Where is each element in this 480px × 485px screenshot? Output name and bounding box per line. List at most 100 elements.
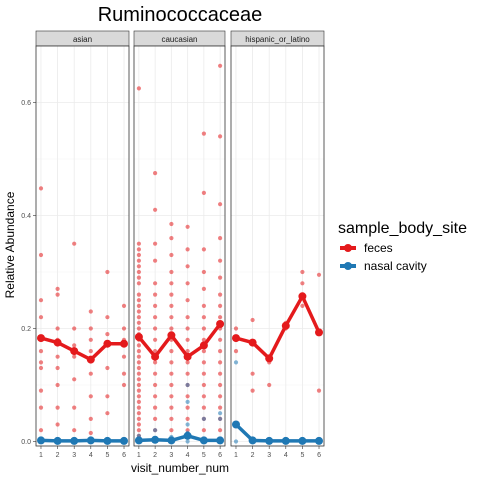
point-feces [169,326,174,331]
point-feces [201,428,206,433]
point-feces [201,405,206,410]
point-feces [88,337,93,342]
point-feces [201,337,206,342]
x-tick-label: 3 [169,452,173,459]
point-feces [136,422,141,427]
panel-border-asian [35,45,130,447]
point-feces [201,326,206,331]
point-feces [218,371,223,376]
point-feces [185,264,190,269]
point-feces [201,247,206,252]
point-feces [316,388,322,393]
point-feces [218,292,223,297]
point-feces [136,349,141,354]
point-feces [218,382,223,388]
point-nasal-cavity [201,416,206,421]
point-feces [121,326,127,331]
mean-point-feces [183,352,192,361]
x-tick-label: 2 [56,452,60,459]
point-feces [136,394,141,399]
point-feces [136,360,141,365]
point-feces [136,258,141,263]
legend-title: sample_body_site [338,220,467,237]
point-feces [72,343,77,348]
point-feces [169,360,174,365]
point-feces [72,354,77,359]
point-feces [136,377,141,382]
mean-point-feces [216,320,225,328]
point-feces [136,247,141,252]
mean-point-feces [265,354,274,363]
point-feces [153,394,158,399]
point-feces [185,281,190,286]
panel-background-asian [36,46,129,446]
point-feces [201,190,206,195]
point-nasal-cavity [185,422,190,427]
point-feces [136,428,141,433]
x-tick-label: 4 [284,452,288,459]
point-feces [201,394,206,399]
chart-title: Ruminococcaceae [98,4,263,26]
point-feces [153,416,158,421]
point-feces [121,382,127,388]
point-feces [105,411,110,416]
x-tick-label: 4 [89,452,93,459]
point-feces [153,258,158,263]
point-feces [201,382,206,388]
point-feces [218,236,223,241]
y-axis: 0.0 0.2 0.4 0.6 [21,100,36,446]
x-tick-label: 2 [153,452,157,459]
panel-background-caucasian [134,46,225,446]
point-nasal-cavity [185,399,190,404]
mean-point-nasal-cavity [232,420,240,429]
mean-point-nasal-cavity [53,436,62,445]
x-tick-label: 4 [186,452,190,459]
mean-point-nasal-cavity [315,436,323,445]
point-feces [88,430,93,436]
point-feces [153,382,158,388]
point-feces [153,360,158,365]
mean-point-feces [167,331,176,340]
point-feces [185,371,190,376]
point-nasal-cavity [218,416,223,421]
mean-point-feces [248,338,257,347]
x-tick-label: 2 [251,452,255,459]
point-feces [38,186,44,191]
point-feces [185,416,190,421]
point-feces [38,298,44,303]
point-feces [185,326,190,331]
facet-label-caucasian: caucasian [161,35,197,44]
point-feces [218,337,223,342]
y-axis-label: Relative Abundance [3,191,17,298]
point-feces [218,428,223,433]
point-feces [153,241,158,246]
mean-point-feces [86,355,95,364]
x-tick-label: 5 [300,452,304,459]
point-feces [185,349,190,354]
x-tick-label: 6 [122,452,126,459]
facet-asian: asian 1 2 3 4 5 6 [35,30,130,459]
point-feces [185,315,190,320]
legend-item-feces: feces [340,241,393,255]
point-nasal-cavity [233,360,239,365]
point-feces [136,388,141,393]
point-feces [201,315,206,320]
point-feces [153,405,158,410]
point-feces [218,134,223,139]
point-feces [185,337,190,342]
point-feces [88,349,93,354]
point-feces [201,286,206,291]
point-feces [169,405,174,410]
point-feces [72,377,77,382]
point-feces [218,394,223,399]
facet-label-hispanic-or-latino: hispanic_or_latino [245,35,310,44]
panel-border-hispanic-or-latino [230,45,325,447]
panel-border-caucasian [133,45,226,447]
point-feces [88,394,93,399]
x-tick-label: 1 [137,452,141,459]
point-feces [136,371,141,376]
point-feces [38,315,44,320]
mean-point-feces [199,341,208,350]
